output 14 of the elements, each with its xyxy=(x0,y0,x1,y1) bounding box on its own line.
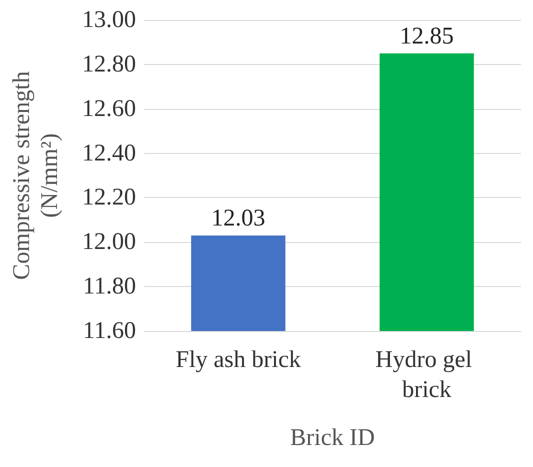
x-tick-label: Fly ash brick xyxy=(176,347,301,373)
y-tick-label: 12.40 xyxy=(82,140,136,166)
y-axis-title: Compressive strength (N/mm²) xyxy=(9,71,63,280)
y-tick-label: 13.00 xyxy=(82,7,136,33)
data-label: 12.03 xyxy=(211,205,266,232)
y-tick-label: 12.20 xyxy=(82,184,136,211)
data-label: 12.85 xyxy=(400,23,454,50)
y-tick-label: 11.60 xyxy=(82,318,136,344)
x-tick-label: Hydro gel brick xyxy=(375,347,478,403)
y-tick-label: 12.80 xyxy=(82,51,136,78)
y-tick-label: 12.60 xyxy=(82,96,136,122)
y-tick-label: 11.80 xyxy=(82,274,136,300)
x-axis-title: Brick ID xyxy=(290,425,375,451)
y-tick-label: 12.00 xyxy=(82,229,136,256)
